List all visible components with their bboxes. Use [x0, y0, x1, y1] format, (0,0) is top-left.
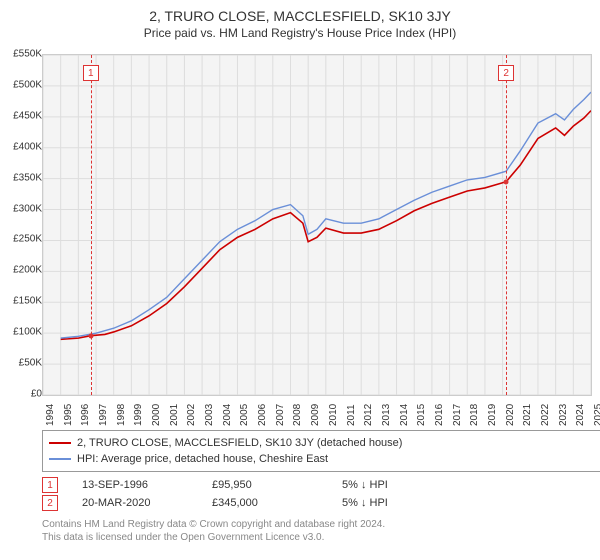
y-axis-label: £550K — [2, 49, 42, 60]
marker-vline — [91, 55, 92, 395]
legend-row: HPI: Average price, detached house, Ches… — [49, 451, 595, 467]
chart-titles: 2, TRURO CLOSE, MACCLESFIELD, SK10 3JY P… — [0, 0, 600, 44]
marker-box: 1 — [83, 65, 99, 81]
x-axis-label: 2004 — [222, 404, 233, 426]
x-axis-label: 1997 — [98, 404, 109, 426]
x-axis-label: 2009 — [310, 404, 321, 426]
x-axis-label: 2025 — [593, 404, 600, 426]
row-date: 20-MAR-2020 — [82, 497, 212, 509]
x-axis-label: 2002 — [186, 404, 197, 426]
y-axis-label: £500K — [2, 79, 42, 90]
legend-swatch-1 — [49, 458, 71, 460]
title-subtitle: Price paid vs. HM Land Registry's House … — [0, 26, 600, 40]
x-axis-label: 2023 — [558, 404, 569, 426]
x-axis-label: 1999 — [133, 404, 144, 426]
row-delta: 5% ↓ HPI — [342, 479, 472, 491]
table-row: 1 13-SEP-1996 £95,950 5% ↓ HPI — [42, 476, 588, 494]
legend-swatch-0 — [49, 442, 71, 444]
x-axis-label: 2006 — [257, 404, 268, 426]
legend-label-0: 2, TRURO CLOSE, MACCLESFIELD, SK10 3JY (… — [77, 435, 402, 451]
marker-vline — [506, 55, 507, 395]
x-axis-label: 2017 — [452, 404, 463, 426]
y-axis-label: £0 — [2, 389, 42, 400]
x-axis-label: 2015 — [416, 404, 427, 426]
row-delta: 5% ↓ HPI — [342, 497, 472, 509]
x-axis-label: 2016 — [434, 404, 445, 426]
x-axis-label: 2022 — [540, 404, 551, 426]
y-axis-label: £150K — [2, 296, 42, 307]
x-axis-label: 2021 — [522, 404, 533, 426]
legend-row: 2, TRURO CLOSE, MACCLESFIELD, SK10 3JY (… — [49, 435, 595, 451]
row-marker: 2 — [42, 495, 58, 511]
y-axis-label: £50K — [2, 358, 42, 369]
x-axis-label: 2013 — [381, 404, 392, 426]
x-axis-label: 2010 — [328, 404, 339, 426]
row-marker: 1 — [42, 477, 58, 493]
y-axis-label: £450K — [2, 110, 42, 121]
y-axis-label: £400K — [2, 141, 42, 152]
row-price: £95,950 — [212, 479, 342, 491]
title-address: 2, TRURO CLOSE, MACCLESFIELD, SK10 3JY — [0, 8, 600, 24]
copyright-line2: This data is licensed under the Open Gov… — [42, 531, 588, 544]
x-axis-label: 2007 — [275, 404, 286, 426]
x-axis-label: 2012 — [363, 404, 374, 426]
chart-area: 12 — [42, 54, 592, 396]
row-price: £345,000 — [212, 497, 342, 509]
y-axis-label: £300K — [2, 203, 42, 214]
table-row: 2 20-MAR-2020 £345,000 5% ↓ HPI — [42, 494, 588, 512]
marker-dot — [504, 179, 509, 184]
copyright-line1: Contains HM Land Registry data © Crown c… — [42, 518, 588, 531]
x-axis-label: 2019 — [487, 404, 498, 426]
x-axis-label: 1994 — [45, 404, 56, 426]
x-axis-label: 1998 — [116, 404, 127, 426]
x-axis-label: 2008 — [292, 404, 303, 426]
x-axis-label: 2018 — [469, 404, 480, 426]
legend-label-1: HPI: Average price, detached house, Ches… — [77, 451, 328, 467]
marker-dot — [88, 333, 93, 338]
y-axis-label: £200K — [2, 265, 42, 276]
x-axis-label: 2011 — [346, 404, 357, 426]
x-axis-label: 2000 — [151, 404, 162, 426]
x-axis-label: 2001 — [169, 404, 180, 426]
x-axis-label: 2005 — [239, 404, 250, 426]
row-date: 13-SEP-1996 — [82, 479, 212, 491]
x-axis-label: 2003 — [204, 404, 215, 426]
plot-svg — [43, 55, 591, 395]
y-axis-label: £250K — [2, 234, 42, 245]
copyright: Contains HM Land Registry data © Crown c… — [42, 518, 588, 544]
x-axis-label: 2020 — [505, 404, 516, 426]
y-axis-label: £350K — [2, 172, 42, 183]
transaction-table: 1 13-SEP-1996 £95,950 5% ↓ HPI 2 20-MAR-… — [42, 476, 588, 512]
y-axis-label: £100K — [2, 327, 42, 338]
x-axis-label: 1996 — [80, 404, 91, 426]
x-axis-label: 2024 — [575, 404, 586, 426]
marker-box: 2 — [498, 65, 514, 81]
legend: 2, TRURO CLOSE, MACCLESFIELD, SK10 3JY (… — [42, 430, 600, 472]
x-axis-label: 1995 — [63, 404, 74, 426]
x-axis-label: 2014 — [399, 404, 410, 426]
